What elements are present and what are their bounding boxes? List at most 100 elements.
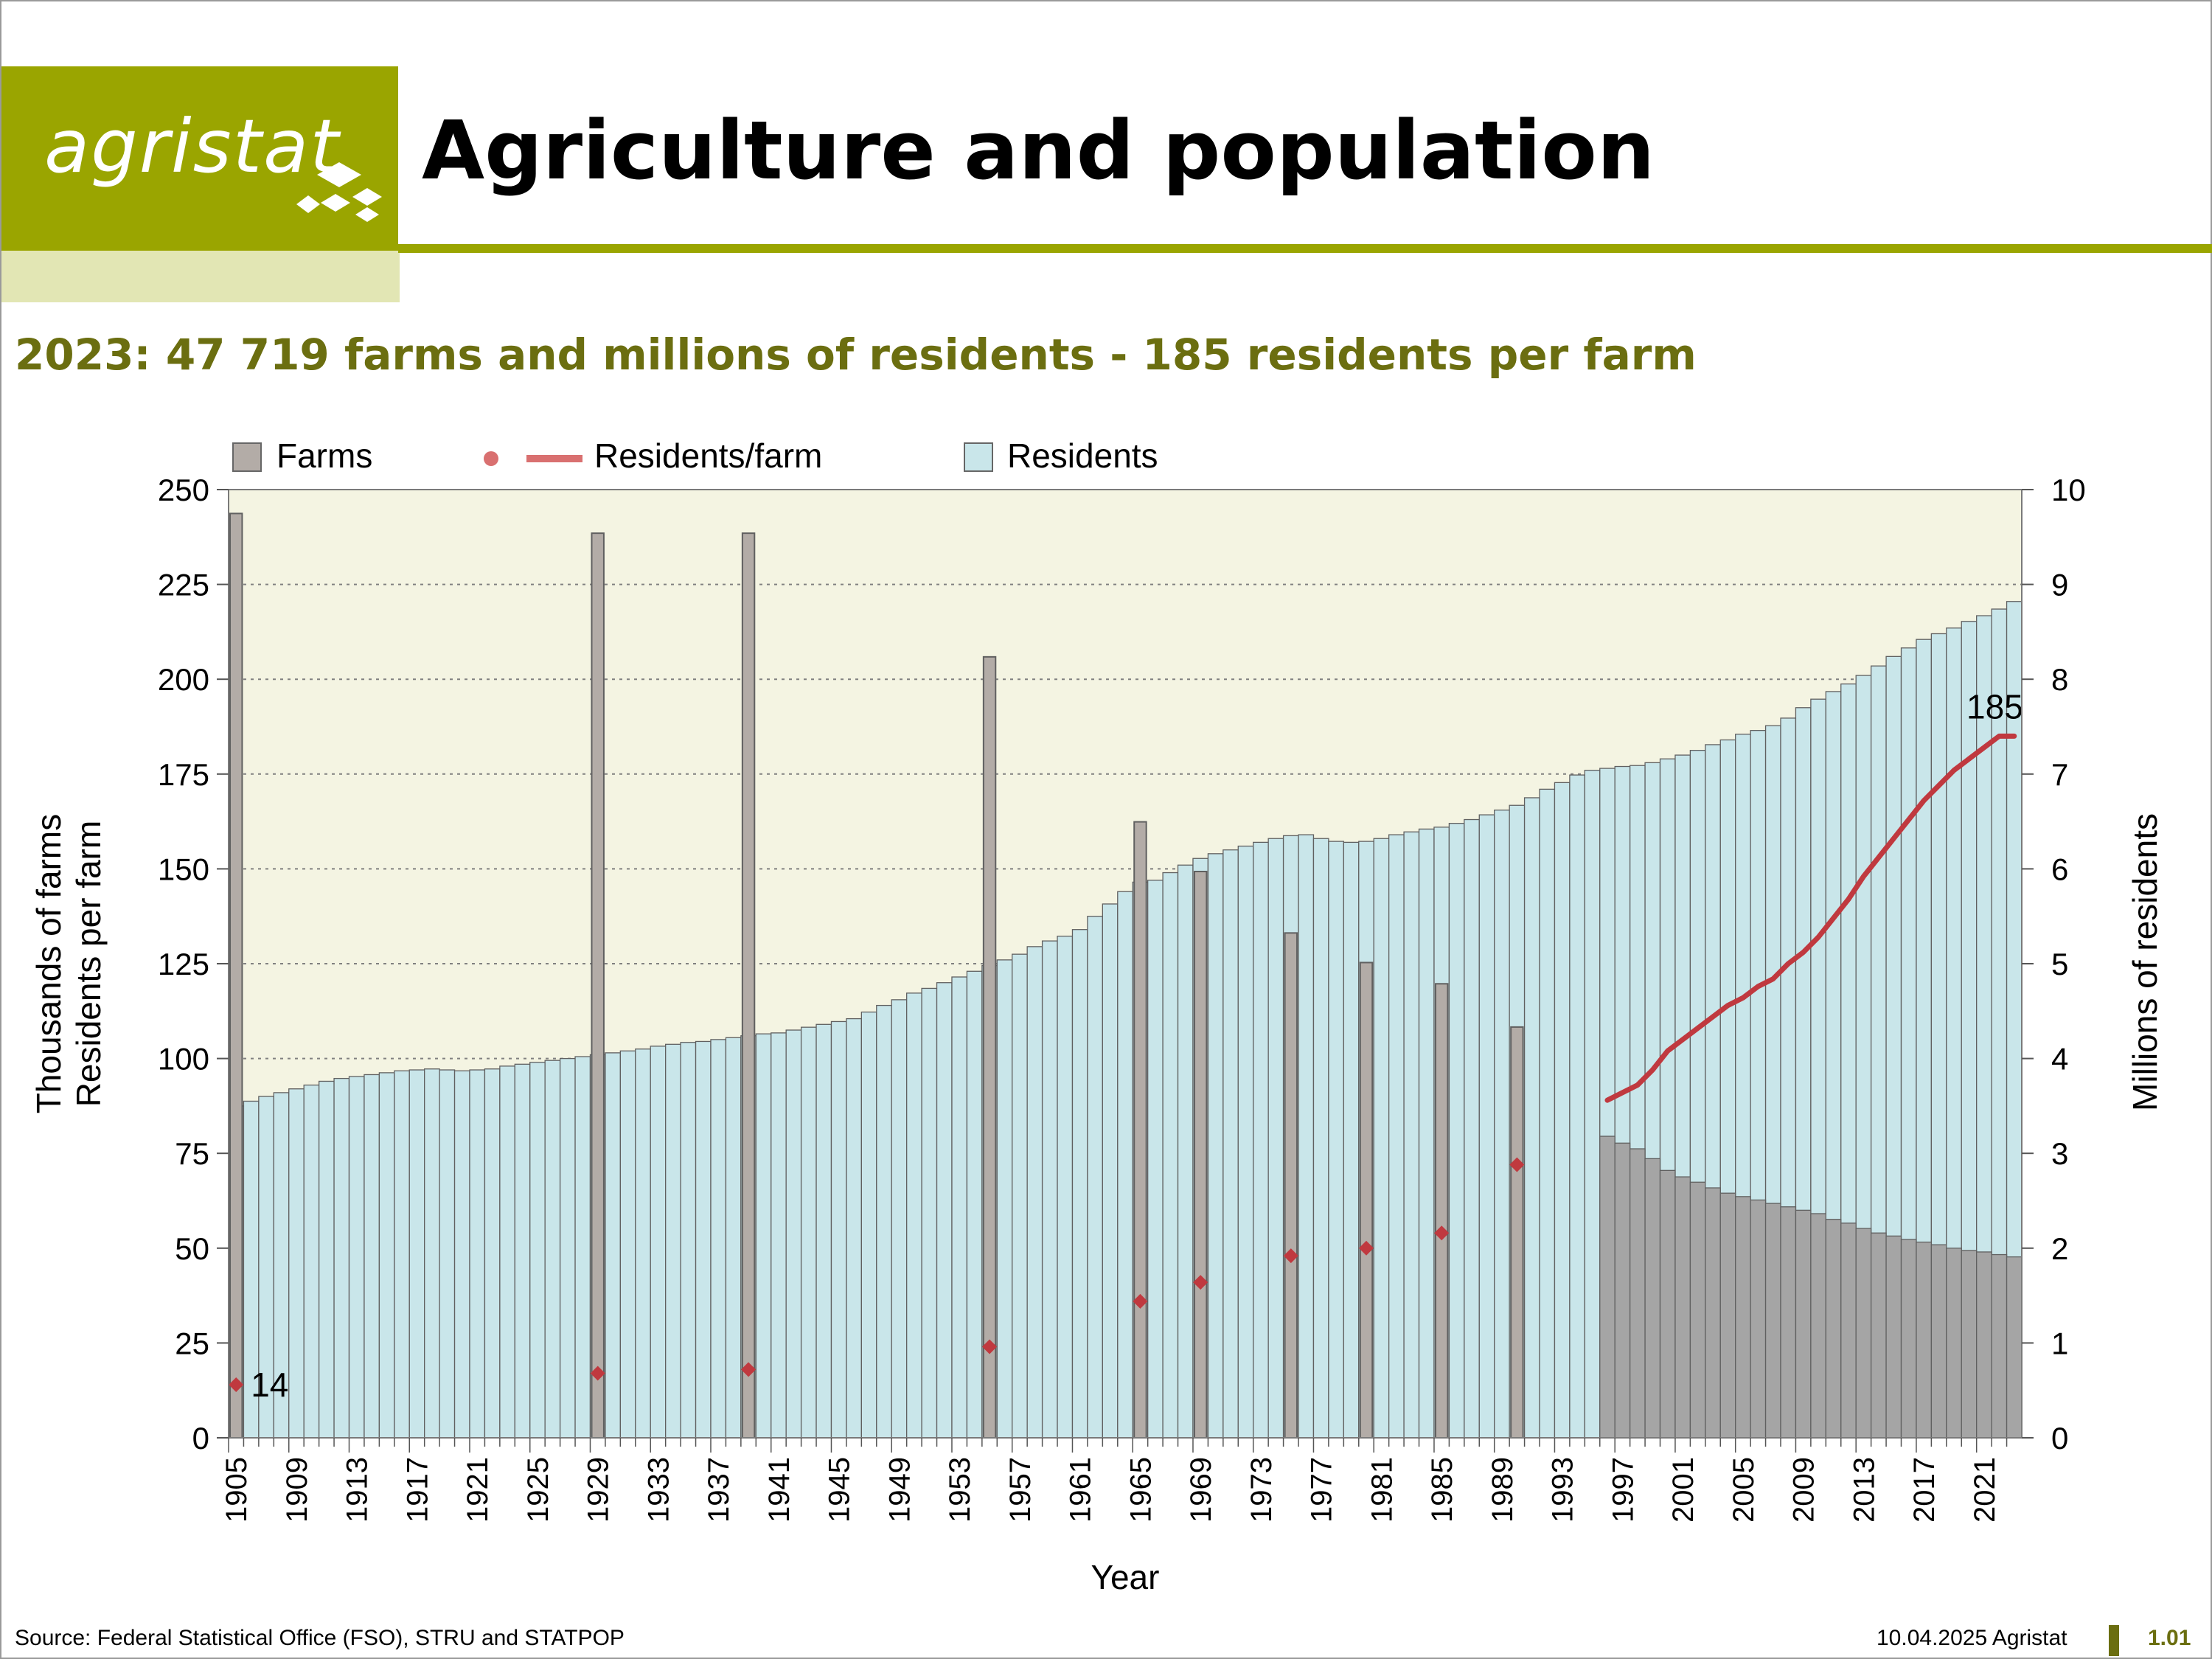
- farms-bar: [1644, 1158, 1661, 1439]
- footer-date: 10.04.2025 Agristat: [1877, 1626, 2067, 1650]
- residents-bar: [996, 959, 1013, 1439]
- logo-panel: [1, 66, 398, 251]
- x-tick-label: 1909: [281, 1457, 313, 1523]
- residents-bar: [619, 1050, 636, 1439]
- residents-bar: [966, 970, 983, 1439]
- legend: Farms Residents/farm Residents: [232, 437, 1158, 475]
- x-tick-label: 1981: [1366, 1457, 1398, 1523]
- residents-bar: [1539, 788, 1556, 1439]
- y-tick-label-left: 250: [158, 473, 209, 507]
- residents-bar: [364, 1074, 380, 1439]
- y-tick-label-right: 8: [2051, 662, 2068, 697]
- residents-bar: [1388, 834, 1405, 1439]
- y-tick-label-right: 7: [2051, 757, 2068, 792]
- residents-bar: [1328, 841, 1344, 1439]
- residents-bar: [1177, 864, 1194, 1439]
- y-tick-label-left: 75: [175, 1136, 209, 1171]
- residents-bar: [891, 999, 908, 1439]
- residents-bar: [394, 1070, 410, 1439]
- residents-bar: [755, 1033, 772, 1439]
- residents-bar: [1026, 946, 1043, 1439]
- residents-bar: [1102, 903, 1119, 1439]
- farms-bar: [1735, 1196, 1751, 1439]
- residents-per-farm-series: 14 185: [229, 687, 2023, 1404]
- x-tick-label: 1949: [883, 1457, 916, 1523]
- residents-per-farm-point: [1283, 1248, 1298, 1264]
- x-tick-label: 1989: [1486, 1457, 1519, 1523]
- data-label: 185: [1966, 687, 2023, 726]
- residents-bar: [378, 1072, 395, 1439]
- residents-bar: [906, 992, 922, 1439]
- residents-bar: [921, 987, 938, 1439]
- residents-bar: [680, 1042, 697, 1439]
- residents-bar: [1207, 853, 1224, 1439]
- residents-per-farm-point: [741, 1362, 757, 1377]
- farms-bar: [1689, 1181, 1706, 1439]
- legend-marker-residents-per-farm: [484, 451, 498, 466]
- x-tick-label: 2005: [1728, 1457, 1760, 1523]
- residents-bar: [1343, 841, 1360, 1439]
- residents-bar: [514, 1063, 531, 1439]
- residents-bar: [710, 1039, 727, 1439]
- residents-per-farm-point: [1509, 1157, 1525, 1172]
- legend-swatch-farms: [232, 442, 262, 472]
- residents-bar: [1267, 838, 1284, 1439]
- residents-bar: [725, 1037, 742, 1439]
- residents-per-farm-point: [1133, 1293, 1148, 1309]
- legend-label-farms: Farms: [276, 437, 372, 475]
- residents-bar: [1464, 818, 1480, 1439]
- chart-subtitle: 2023: 47 719 farms and millions of resid…: [15, 330, 1697, 380]
- residents-bar: [951, 976, 968, 1439]
- residents-bar: [1478, 814, 1495, 1439]
- page-title: Agriculture and population: [422, 103, 1655, 198]
- farms-bar: [229, 512, 243, 1439]
- residents-per-farm-point: [229, 1377, 244, 1392]
- y-axis-label-left: Residents per farm: [69, 821, 108, 1107]
- farms-bar: [1614, 1142, 1631, 1439]
- residents-bar: [303, 1084, 320, 1439]
- farms-bar: [1900, 1239, 1917, 1439]
- residents-bar: [1312, 838, 1329, 1439]
- x-tick-label: 2009: [1788, 1457, 1820, 1523]
- farms-bar: [1133, 821, 1147, 1439]
- residents-bar: [484, 1068, 501, 1439]
- residents-bar: [333, 1077, 350, 1439]
- x-tick-label: 1913: [341, 1457, 374, 1523]
- farms-bar: [1795, 1209, 1812, 1439]
- residents-bar: [830, 1020, 847, 1439]
- x-tick-label: 1933: [642, 1457, 675, 1523]
- residents-bar: [785, 1029, 802, 1439]
- farms-bar: [1930, 1244, 1947, 1439]
- residents-bar: [1298, 834, 1315, 1439]
- residents-bar: [1584, 770, 1601, 1439]
- page-number: 1.01: [2148, 1626, 2191, 1650]
- x-tick-label: 1969: [1185, 1457, 1217, 1523]
- residents-bar: [1087, 916, 1103, 1439]
- residents-bar: [544, 1060, 561, 1439]
- y-tick-label-left: 200: [158, 662, 209, 697]
- x-tick-label: 1953: [944, 1457, 976, 1523]
- residents-per-farm-line: [1604, 733, 2017, 1103]
- x-tick-label: 2021: [1969, 1457, 2001, 1523]
- farms-bar: [1855, 1228, 1872, 1439]
- x-tick-label: 1973: [1245, 1457, 1278, 1523]
- y-tick-label-right: 2: [2051, 1231, 2068, 1266]
- x-tick-label: 1957: [1004, 1457, 1037, 1523]
- y-tick-label-right: 4: [2051, 1042, 2068, 1077]
- y-axis-label-left: Thousands of farms: [29, 814, 68, 1114]
- residents-bar: [605, 1052, 622, 1439]
- residents-bar: [1057, 936, 1074, 1439]
- farms-bar: [1434, 983, 1449, 1439]
- y-tick-label-right: 5: [2051, 947, 2068, 981]
- y-axis-label-right: Millions of residents: [2126, 813, 2164, 1111]
- residents-bar: [1253, 841, 1269, 1439]
- diamond-mark-icon: [296, 162, 382, 222]
- residents-bar: [559, 1057, 576, 1439]
- residents-bar: [408, 1069, 425, 1439]
- y-tick-label-right: 3: [2051, 1136, 2068, 1171]
- farms-bar: [1916, 1241, 1933, 1439]
- footer-divider: [2109, 1625, 2119, 1656]
- farms-bar: [982, 655, 997, 1439]
- x-tick-label: 1941: [763, 1457, 796, 1523]
